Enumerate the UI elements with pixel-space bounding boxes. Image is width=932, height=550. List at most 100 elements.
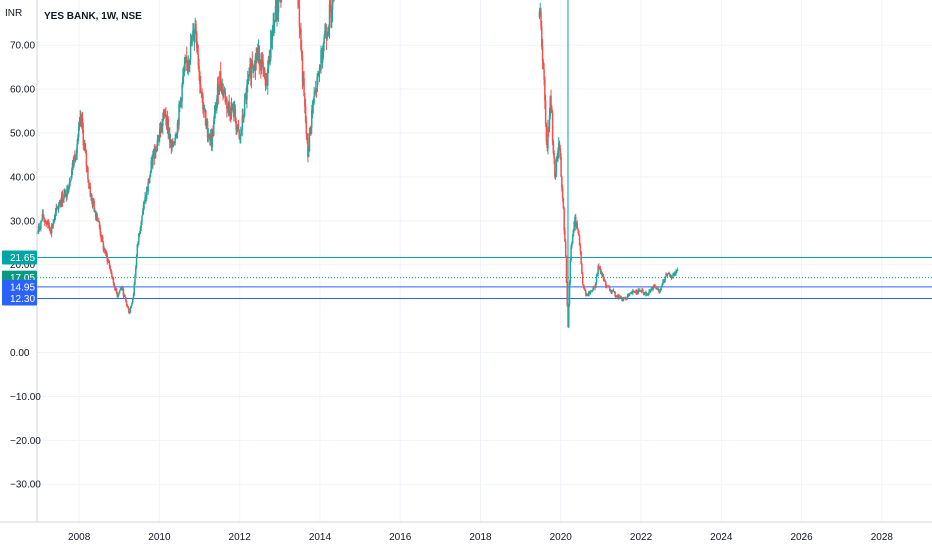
candle <box>304 92 306 114</box>
candle <box>61 190 64 207</box>
candle <box>581 271 584 285</box>
candle <box>574 213 577 231</box>
candle <box>139 225 142 235</box>
candle <box>225 97 227 103</box>
candle <box>120 286 122 289</box>
candle <box>673 271 676 277</box>
candle <box>126 304 129 308</box>
candle <box>202 102 205 118</box>
candle <box>181 82 183 109</box>
candle <box>640 290 643 294</box>
candle <box>249 57 251 69</box>
candle <box>666 273 669 278</box>
candle <box>544 94 547 128</box>
candle <box>625 297 627 301</box>
candle <box>597 264 599 277</box>
candle <box>565 255 568 284</box>
candle <box>91 197 94 209</box>
candle <box>316 72 318 93</box>
candle <box>59 199 61 208</box>
candle <box>192 22 194 37</box>
candle <box>618 293 620 300</box>
candle <box>135 254 138 269</box>
y-tick-label: −30.00 <box>10 480 41 491</box>
candle <box>253 63 255 79</box>
candle <box>116 291 119 298</box>
price-badge-label: 12.30 <box>10 294 35 305</box>
candle <box>544 76 546 110</box>
x-tick-label: 2020 <box>550 532 573 543</box>
candle <box>560 153 562 178</box>
candle <box>603 277 606 283</box>
candle <box>203 104 206 112</box>
x-tick-label: 2024 <box>710 532 733 543</box>
candle <box>40 219 43 222</box>
candle <box>156 134 159 152</box>
candle <box>171 139 173 152</box>
candle <box>233 101 235 122</box>
x-tick-label: 2016 <box>389 532 412 543</box>
candle <box>159 121 162 138</box>
candle <box>158 123 161 143</box>
candle <box>577 228 579 234</box>
candle <box>246 70 249 93</box>
candle <box>52 219 54 229</box>
candle <box>661 282 663 287</box>
candle <box>89 182 92 198</box>
candle <box>95 211 98 222</box>
candle <box>81 114 83 129</box>
x-axis: 2008 2010 2012 2014 2016 2018 2020 2022 2024 2026… <box>0 521 932 543</box>
candle <box>324 22 327 36</box>
candle <box>114 286 117 292</box>
candle <box>145 186 148 202</box>
candle <box>639 290 642 292</box>
candle <box>194 17 196 43</box>
candle <box>576 220 579 230</box>
candle <box>657 287 660 292</box>
candle <box>210 128 213 151</box>
candle <box>221 78 223 96</box>
candle <box>273 12 275 37</box>
candle <box>134 273 136 286</box>
candle <box>620 295 623 299</box>
candle <box>297 0 299 9</box>
candlestick-series <box>36 0 679 329</box>
candle <box>98 220 101 230</box>
candle <box>599 265 602 275</box>
candle <box>199 76 202 94</box>
candle <box>557 137 560 159</box>
candle <box>136 243 139 258</box>
candle <box>627 293 629 298</box>
candle <box>119 287 122 291</box>
candle <box>96 212 98 222</box>
candle <box>311 100 314 119</box>
x-tick-label: 2014 <box>309 532 332 543</box>
candle <box>612 288 615 292</box>
candle <box>321 46 324 69</box>
candle <box>270 30 273 49</box>
candle <box>322 41 325 60</box>
candle <box>85 149 88 173</box>
candle <box>236 125 238 135</box>
candle <box>252 65 254 73</box>
candle <box>196 41 199 55</box>
candle <box>569 258 572 286</box>
candle <box>629 292 632 294</box>
candle <box>554 157 556 179</box>
candle <box>146 186 149 193</box>
candle <box>591 290 593 293</box>
candle <box>655 286 657 290</box>
candle <box>662 279 665 283</box>
candle <box>556 153 558 161</box>
candle <box>162 112 164 135</box>
candle <box>57 206 59 211</box>
candle <box>637 287 639 295</box>
candle <box>175 133 178 139</box>
candle <box>674 271 677 277</box>
candle <box>552 139 555 155</box>
candle <box>663 279 666 284</box>
price-badge-label: 21.65 <box>10 253 35 264</box>
candle <box>304 98 307 124</box>
